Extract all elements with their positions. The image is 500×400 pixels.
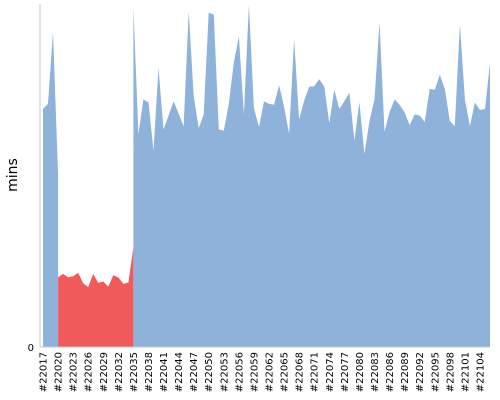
x-tick-label: #22068 — [295, 352, 306, 392]
x-tick-label: #22089 — [400, 352, 411, 392]
x-tick-label: #22077 — [340, 352, 351, 392]
y-axis-title: mins — [5, 158, 21, 192]
x-tick-label: #22050 — [204, 352, 215, 392]
x-tick-label: #22086 — [385, 352, 396, 392]
x-tick-label: #22059 — [249, 352, 260, 392]
x-tick-labels: #22017 #22020 #22023 #22026 #22029 #22032 #220… — [39, 352, 487, 392]
area-series-failure-1 — [58, 247, 134, 347]
x-tick-label: #22062 — [265, 352, 276, 392]
x-tick-label: #22035 — [129, 352, 140, 392]
x-tick-label: #22044 — [174, 352, 185, 392]
x-tick-label: #22095 — [430, 352, 441, 392]
area-series-success-0 — [43, 31, 59, 348]
x-tick-label: #22038 — [144, 352, 155, 392]
y-tick-label: 0 — [28, 343, 34, 354]
x-tick-label: #22020 — [54, 352, 65, 392]
x-tick-label: #22104 — [476, 352, 487, 392]
x-tick-label: #22080 — [355, 352, 366, 392]
x-tick-label: #22083 — [370, 352, 381, 392]
x-tick-label: #22056 — [234, 352, 245, 392]
x-tick-label: #22092 — [415, 352, 426, 392]
x-tick-label: #22017 — [39, 352, 50, 392]
x-tick-label: #22047 — [189, 352, 200, 392]
x-tick-label: #22098 — [445, 352, 456, 392]
area-series-success-2 — [133, 5, 490, 347]
x-tick-label: #22032 — [114, 352, 125, 392]
chart-areas — [43, 5, 490, 348]
x-tick-label: #22053 — [219, 352, 230, 392]
x-tick-label: #22026 — [84, 352, 95, 392]
x-tick-label: #22029 — [99, 352, 110, 392]
x-tick-label: #22065 — [280, 352, 291, 392]
x-tick-label: #22074 — [325, 352, 336, 392]
x-tick-label: #22101 — [460, 352, 471, 392]
x-tick-label: #22023 — [69, 352, 80, 392]
x-tick-label: #22041 — [159, 352, 170, 392]
x-tick-label: #22071 — [310, 352, 321, 392]
